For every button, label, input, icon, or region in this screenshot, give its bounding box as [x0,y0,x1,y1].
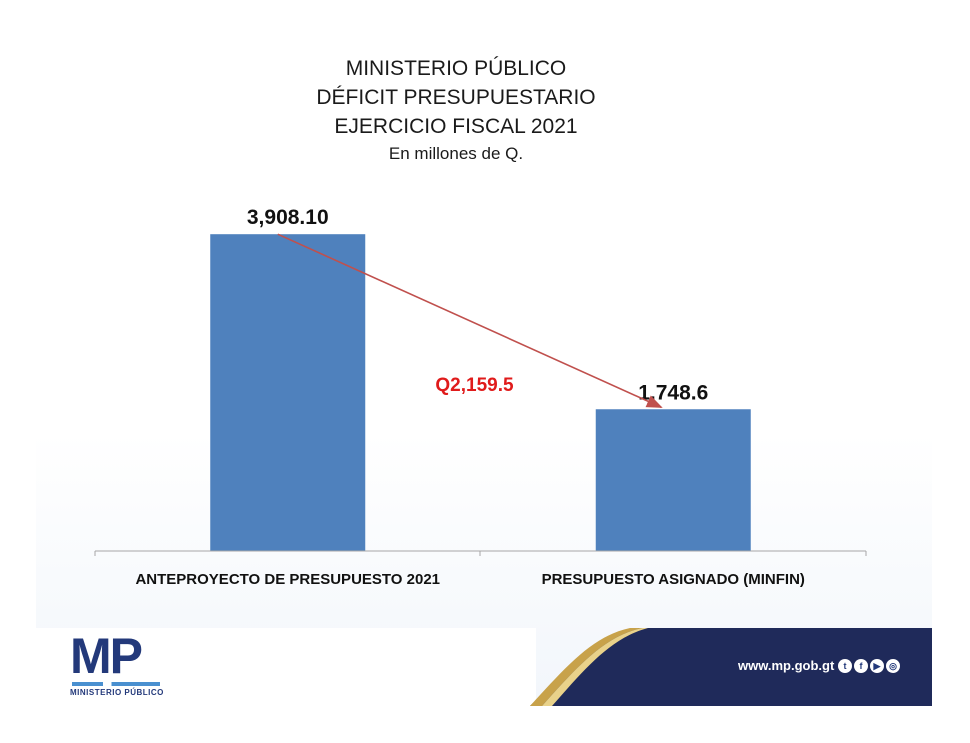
footer-band [530,628,932,706]
bar-0 [210,234,366,551]
logo-stripe [72,682,160,686]
twitter-icon[interactable]: t [838,659,852,673]
chart-title-block: MINISTERIO PÚBLICO DÉFICIT PRESUPUESTARI… [0,54,912,167]
bar-chart: 3,908.10 ANTEPROYECTO DE PRESUPUESTO 2021… [94,206,867,588]
youtube-icon[interactable]: ▶ [870,659,884,673]
instagram-icon[interactable]: ◎ [886,659,900,673]
chart-subtitle: En millones de Q. [388,144,524,163]
title-line-3: EJERCICIO FISCAL 2021 [334,115,578,138]
difference-annotation: Q2,159.5 [435,375,514,396]
slide-background [36,28,932,704]
bar-value-label: 3,908.10 [247,206,329,229]
title-line-1: MINISTERIO PÚBLICO [345,57,567,80]
website-link[interactable]: www.mp.gob.gt [738,658,835,673]
facebook-icon[interactable]: f [854,659,868,673]
logo-subtitle: MINISTERIO PÚBLICO [70,688,164,697]
category-label: PRESUPUESTO ASIGNADO (MINFIN) [542,571,805,588]
mp-logo: MP MINISTERIO PÚBLICO [70,630,170,700]
footer-left-area [36,628,536,704]
difference-arrow [277,233,663,408]
category-label: ANTEPROYECTO DE PRESUPUESTO 2021 [135,571,440,588]
logo-letters: MP [70,628,143,684]
bar-1 [595,409,751,551]
title-line-2: DÉFICIT PRESUPUESTARIO [316,86,596,109]
